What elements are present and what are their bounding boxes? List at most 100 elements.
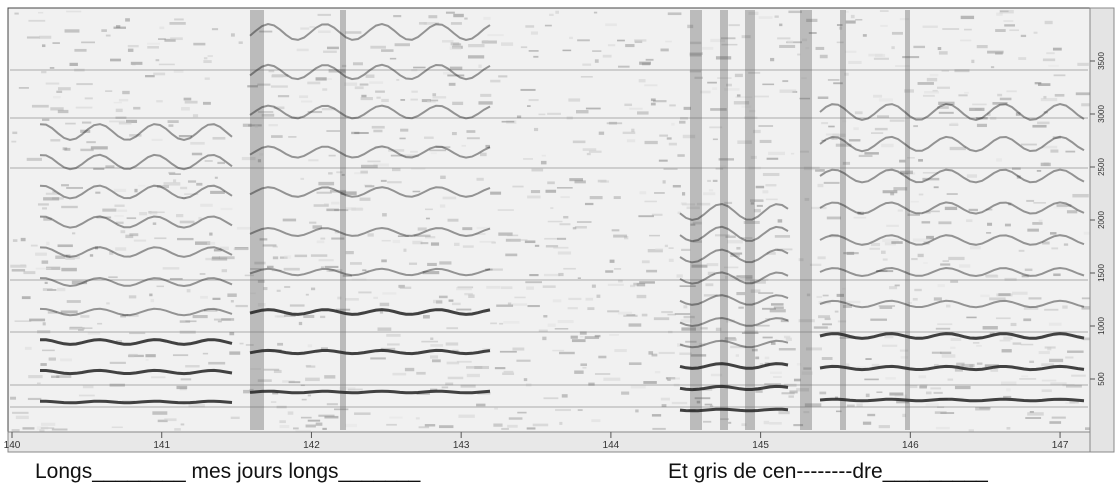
- texture-speck: [705, 283, 714, 287]
- texture-speck: [1024, 268, 1033, 272]
- texture-speck: [817, 256, 826, 260]
- texture-speck: [499, 350, 517, 353]
- texture-speck: [56, 90, 63, 93]
- texture-speck: [580, 335, 584, 338]
- texture-speck: [412, 190, 421, 193]
- texture-speck: [617, 311, 633, 315]
- texture-speck: [156, 285, 164, 288]
- texture-speck: [589, 196, 603, 200]
- texture-speck: [80, 148, 94, 152]
- texture-speck: [677, 211, 681, 214]
- texture-speck: [630, 385, 646, 389]
- texture-speck: [725, 235, 736, 238]
- texture-speck: [115, 25, 121, 29]
- texture-speck: [155, 59, 160, 62]
- texture-speck: [373, 296, 378, 299]
- texture-speck: [109, 361, 126, 364]
- texture-speck: [462, 227, 473, 231]
- texture-speck: [976, 344, 982, 347]
- texture-speck: [614, 268, 622, 270]
- x-tick-label: 145: [752, 440, 769, 451]
- texture-speck: [1050, 382, 1067, 386]
- texture-speck: [361, 164, 378, 169]
- texture-speck: [177, 237, 194, 241]
- texture-speck: [1049, 421, 1062, 424]
- texture-speck: [533, 55, 539, 58]
- y-tick-label: 2000: [1097, 211, 1106, 229]
- texture-speck: [446, 327, 459, 330]
- texture-speck: [793, 378, 801, 382]
- texture-speck: [949, 146, 966, 151]
- texture-speck: [972, 103, 987, 106]
- texture-speck: [291, 116, 302, 119]
- texture-speck: [762, 172, 780, 177]
- harmonic: [39, 399, 233, 405]
- texture-speck: [259, 238, 268, 241]
- texture-speck: [439, 204, 446, 208]
- texture-speck: [118, 121, 132, 125]
- texture-speck: [448, 82, 456, 86]
- texture-speck: [1027, 228, 1039, 232]
- texture-speck: [824, 317, 831, 321]
- texture-speck: [1081, 103, 1094, 107]
- texture-band: [720, 10, 728, 430]
- texture-speck: [61, 205, 78, 209]
- texture-speck: [1051, 416, 1066, 419]
- texture-speck: [129, 134, 142, 137]
- texture-speck: [499, 322, 504, 325]
- texture-speck: [402, 154, 419, 158]
- texture-speck: [1020, 143, 1037, 146]
- texture-speck: [921, 221, 931, 224]
- texture-speck: [188, 403, 205, 408]
- texture-speck: [845, 10, 849, 13]
- texture-speck: [259, 30, 273, 33]
- y-tick-label: 1500: [1097, 264, 1106, 282]
- texture-speck: [617, 39, 625, 42]
- texture-speck: [359, 197, 371, 201]
- texture-speck: [1021, 275, 1029, 278]
- texture-speck: [72, 232, 76, 235]
- texture-speck: [399, 137, 406, 140]
- texture-speck: [813, 326, 828, 329]
- texture-speck: [169, 277, 183, 280]
- texture-speck: [913, 45, 926, 49]
- texture-speck: [42, 349, 55, 352]
- texture-speck: [944, 206, 958, 211]
- texture-speck: [115, 221, 124, 224]
- texture-speck: [205, 257, 213, 261]
- texture-speck: [279, 420, 286, 424]
- texture-speck: [779, 89, 797, 93]
- texture-speck: [961, 363, 975, 368]
- texture-speck: [39, 35, 52, 39]
- texture-speck: [960, 39, 972, 42]
- texture-speck: [710, 38, 725, 43]
- texture-speck: [954, 69, 970, 73]
- texture-speck: [682, 203, 696, 206]
- texture-speck: [187, 180, 197, 183]
- texture-speck: [557, 251, 572, 255]
- texture-speck: [755, 389, 763, 393]
- texture-speck: [1011, 167, 1021, 170]
- texture-speck: [735, 96, 753, 98]
- texture-speck: [345, 298, 359, 301]
- texture-speck: [718, 158, 735, 161]
- texture-speck: [984, 364, 999, 368]
- texture-speck: [800, 150, 809, 153]
- texture-speck: [238, 41, 243, 44]
- texture-speck: [1046, 52, 1055, 55]
- texture-speck: [109, 120, 126, 123]
- texture-speck: [254, 261, 266, 265]
- texture-speck: [885, 377, 896, 380]
- texture-speck: [738, 306, 744, 309]
- texture-speck: [432, 96, 447, 99]
- texture-speck: [818, 301, 831, 305]
- texture-speck: [968, 429, 975, 432]
- texture-speck: [422, 315, 430, 319]
- texture-speck: [204, 160, 213, 162]
- texture-speck: [987, 222, 993, 226]
- texture-speck: [532, 423, 549, 427]
- texture-speck: [1012, 342, 1022, 345]
- texture-speck: [999, 97, 1012, 101]
- texture-speck: [507, 234, 519, 237]
- texture-speck: [236, 226, 251, 230]
